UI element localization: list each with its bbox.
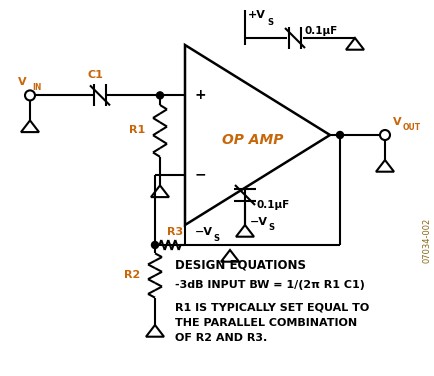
Text: IN: IN — [32, 83, 41, 92]
Circle shape — [156, 92, 163, 99]
Text: S: S — [213, 234, 218, 243]
Text: 07034-002: 07034-002 — [422, 217, 431, 262]
Text: S: S — [267, 223, 273, 232]
Text: S: S — [266, 18, 273, 27]
Text: 0.1μF: 0.1μF — [304, 26, 338, 36]
Text: R2: R2 — [123, 270, 140, 280]
Text: V: V — [18, 77, 27, 87]
Circle shape — [336, 132, 343, 138]
Text: 0.1μF: 0.1μF — [256, 200, 289, 210]
Text: R3: R3 — [167, 227, 183, 237]
Text: OUT: OUT — [402, 123, 420, 132]
Text: −V: −V — [194, 227, 213, 237]
Text: +V: +V — [247, 10, 265, 20]
Text: OP AMP: OP AMP — [221, 133, 283, 147]
Text: +: + — [194, 88, 206, 102]
Text: −: − — [194, 168, 206, 182]
Text: DESIGN EQUATIONS: DESIGN EQUATIONS — [174, 258, 305, 271]
Text: V: V — [392, 117, 401, 127]
Text: −V: −V — [250, 217, 267, 227]
Text: C1: C1 — [87, 70, 103, 80]
Text: R1 IS TYPICALLY SET EQUAL TO
THE PARALLEL COMBINATION
OF R2 AND R3.: R1 IS TYPICALLY SET EQUAL TO THE PARALLE… — [174, 302, 368, 343]
Text: R1: R1 — [128, 126, 145, 135]
Circle shape — [151, 241, 158, 249]
Text: -3dB INPUT BW = 1/(2π R1 C1): -3dB INPUT BW = 1/(2π R1 C1) — [174, 280, 364, 290]
